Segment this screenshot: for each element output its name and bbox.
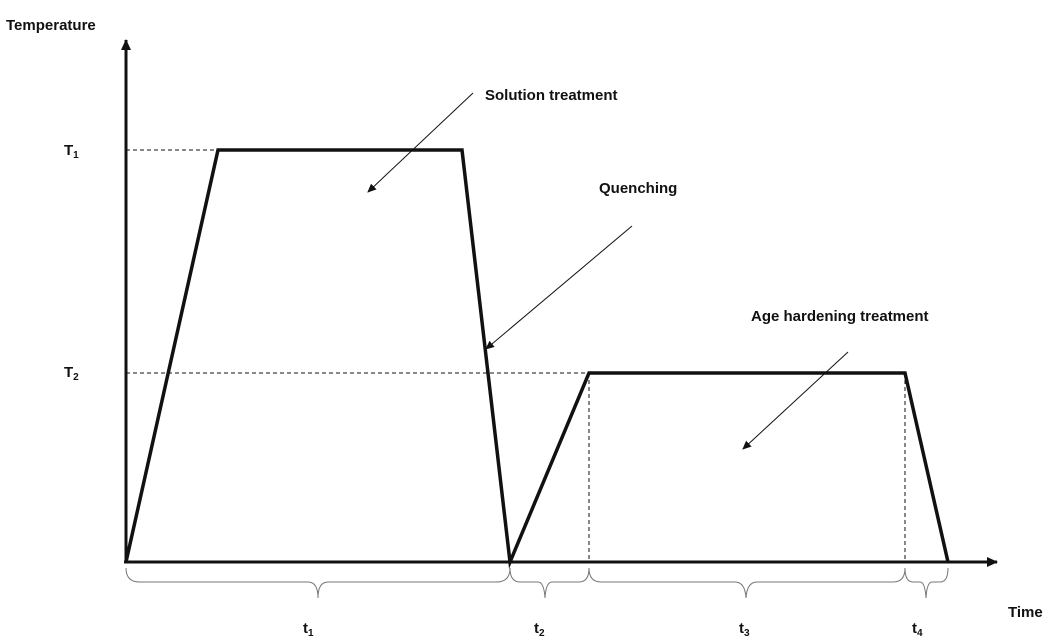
- solution-pointer-arrow: [367, 92, 474, 193]
- age-hardening-label: Age hardening treatment: [751, 308, 929, 325]
- process-curve: [124, 148, 950, 569]
- t3-interval-label: t3: [739, 620, 750, 636]
- x-axis-title: Time: [1008, 604, 1043, 621]
- t2-interval-label: t2: [534, 620, 545, 636]
- t1-interval-label: t1: [303, 620, 314, 636]
- solution-treatment-label: Solution treatment: [485, 87, 618, 104]
- t1-brace: [125, 567, 511, 599]
- quenching-label: Quenching: [599, 180, 677, 197]
- t4-brace: [904, 567, 949, 599]
- t4-interval-label: t4: [912, 620, 923, 636]
- y-axis-title: Temperature: [6, 17, 96, 34]
- t3-brace: [588, 567, 906, 599]
- t2-level-label: T2: [64, 364, 79, 383]
- aging-pointer-arrow: [742, 351, 849, 450]
- t1-level-label: T1: [64, 142, 79, 161]
- t2-brace: [509, 567, 590, 599]
- quenching-pointer-arrow: [485, 225, 633, 350]
